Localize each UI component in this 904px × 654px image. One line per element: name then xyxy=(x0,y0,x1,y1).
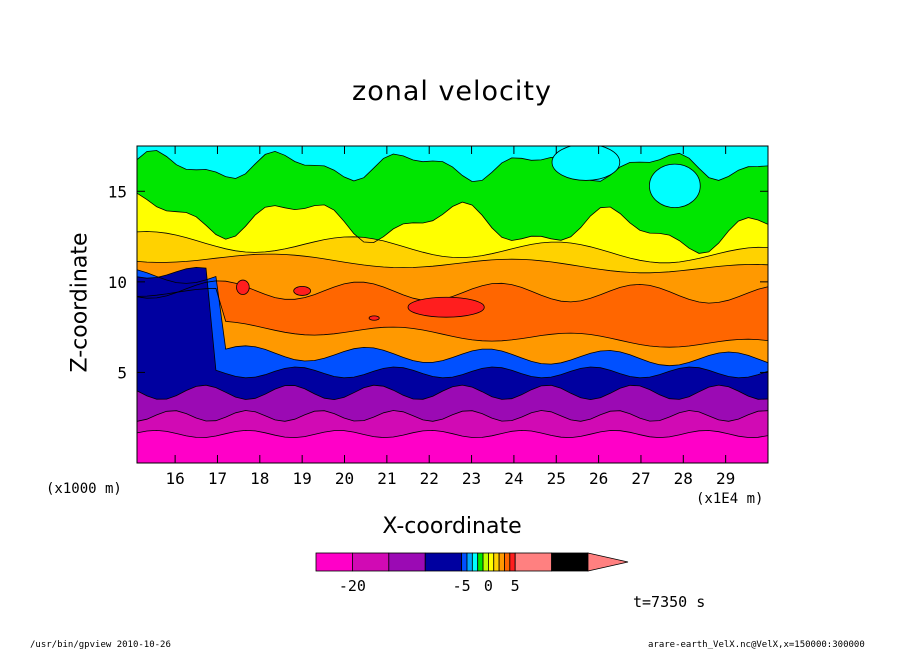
contour-line xyxy=(137,266,768,379)
colorbar-segment xyxy=(477,552,484,572)
x-axis: 16 17 18 19 20 21 22 23 24 25 26 27 28 29 xyxy=(165,146,735,488)
velocity-maximum xyxy=(368,315,380,321)
contour-line xyxy=(137,192,768,254)
contour-lines xyxy=(137,146,768,439)
colorbar-label: 5 xyxy=(511,577,520,595)
x-tick-label: 18 xyxy=(250,469,269,488)
y-tick-label: 15 xyxy=(108,182,127,201)
contour-line xyxy=(137,253,768,274)
contour-line xyxy=(137,287,768,348)
x-tick-label: 25 xyxy=(547,469,566,488)
contour-line xyxy=(137,410,768,422)
x-axis-unit: (x1E4 m) xyxy=(696,491,764,507)
colorbar-segment xyxy=(461,552,468,572)
contour-line xyxy=(137,231,768,264)
footer-right: arare-earth_VelX.nc@VelX,x=150000:300000 xyxy=(648,640,865,650)
colorbar-segment xyxy=(315,552,353,572)
y-tick-label: 5 xyxy=(117,363,127,382)
y-axis-label: Z-coordinate xyxy=(67,232,93,373)
y-axis-unit: (x1000 m) xyxy=(46,481,122,497)
colorbar-segment xyxy=(388,552,426,572)
colorbar-segment xyxy=(471,552,479,572)
velocity-minimum xyxy=(551,146,621,181)
colorbar-segment xyxy=(488,552,495,572)
contour-line xyxy=(137,269,768,367)
colorbar: -20 -5 0 5 xyxy=(315,552,629,595)
contour-line xyxy=(137,384,768,401)
velocity-maximum xyxy=(293,285,312,296)
x-tick-label: 24 xyxy=(504,469,523,488)
colorbar-label: 0 xyxy=(484,577,493,595)
x-tick-label: 21 xyxy=(377,469,396,488)
colorbar-segment xyxy=(493,552,500,572)
velocity-minimum xyxy=(649,163,701,208)
colorbar-extension xyxy=(587,552,629,572)
colorbar-segment xyxy=(504,552,511,572)
colorbar-segment xyxy=(509,552,516,572)
colorbar-segment xyxy=(482,552,489,572)
colorbar-label: -5 xyxy=(453,577,471,595)
x-tick-label: 27 xyxy=(631,469,650,488)
x-tick-label: 19 xyxy=(293,469,312,488)
x-tick-label: 17 xyxy=(208,469,227,488)
time-label: t=7350 s xyxy=(633,593,706,611)
colorbar-segment xyxy=(352,552,390,572)
x-tick-label: 29 xyxy=(716,469,735,488)
colorbar-segment xyxy=(466,552,473,572)
x-tick-label: 23 xyxy=(462,469,481,488)
x-tick-label: 20 xyxy=(335,469,354,488)
x-axis-label: X-coordinate xyxy=(382,514,522,539)
footer-left: /usr/bin/gpview 2010-10-26 xyxy=(30,640,171,650)
chart-title: zonal velocity xyxy=(352,76,552,107)
y-tick-label: 10 xyxy=(108,273,127,292)
contour-field xyxy=(137,146,768,463)
x-tick-label: 22 xyxy=(420,469,439,488)
colorbar-label: -20 xyxy=(339,577,366,595)
contour-line xyxy=(137,150,768,183)
colorbar-segment xyxy=(551,552,589,572)
x-tick-label: 26 xyxy=(589,469,608,488)
colorbar-segment xyxy=(514,552,552,572)
x-tick-label: 28 xyxy=(674,469,693,488)
velocity-maximum xyxy=(407,296,485,318)
colorbar-segment xyxy=(498,552,505,572)
y-axis: 5 10 15 xyxy=(108,182,768,382)
velocity-maximum xyxy=(236,279,250,295)
colorbar-segment xyxy=(424,552,463,572)
plot-frame xyxy=(136,145,769,464)
x-tick-label: 16 xyxy=(165,469,184,488)
contour-band xyxy=(137,430,768,463)
contour-line xyxy=(137,429,768,439)
